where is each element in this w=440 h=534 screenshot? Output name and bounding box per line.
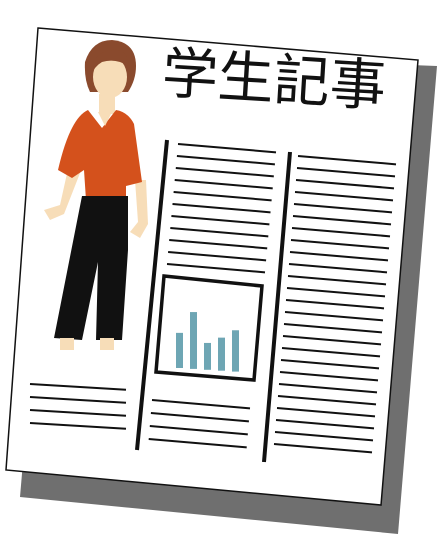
text-line bbox=[172, 203, 271, 214]
text-line bbox=[283, 323, 383, 334]
text-line bbox=[174, 179, 273, 190]
text-line bbox=[175, 167, 274, 178]
chart-bar-1 bbox=[176, 332, 183, 368]
text-line bbox=[294, 191, 394, 202]
shirt bbox=[58, 110, 142, 200]
text-line bbox=[280, 359, 380, 370]
woman-figure bbox=[44, 40, 148, 350]
text-line bbox=[150, 412, 249, 423]
text-line bbox=[173, 191, 272, 202]
pants bbox=[54, 196, 128, 340]
text-line bbox=[275, 419, 375, 430]
text-line bbox=[170, 227, 269, 238]
text-lines-right-column bbox=[273, 155, 397, 454]
face bbox=[93, 56, 127, 98]
text-line bbox=[293, 203, 393, 214]
text-lines-middle-top bbox=[166, 143, 277, 274]
text-line bbox=[284, 311, 384, 322]
text-line bbox=[279, 371, 379, 382]
text-line bbox=[29, 422, 127, 430]
text-line bbox=[285, 299, 385, 310]
column-divider-left bbox=[135, 139, 169, 451]
shirt-neckline bbox=[98, 112, 112, 126]
text-lines-left-bottom bbox=[29, 383, 127, 430]
text-line bbox=[282, 335, 382, 346]
chart-bar-5 bbox=[232, 330, 239, 372]
text-line bbox=[168, 251, 267, 262]
text-line bbox=[297, 155, 397, 166]
text-line bbox=[177, 143, 277, 154]
headline: 学生記事 bbox=[160, 41, 388, 120]
text-line bbox=[292, 215, 392, 226]
text-line bbox=[176, 155, 275, 166]
text-line bbox=[151, 399, 251, 410]
text-line bbox=[295, 179, 395, 190]
chart-bar-3 bbox=[204, 342, 211, 370]
right-foot bbox=[100, 338, 114, 350]
text-line bbox=[169, 239, 268, 250]
text-line bbox=[296, 167, 396, 178]
text-line bbox=[287, 275, 387, 286]
bar-chart bbox=[176, 312, 239, 372]
text-line bbox=[29, 409, 127, 417]
chart-bar-4 bbox=[218, 337, 225, 371]
column-divider-right bbox=[262, 151, 292, 463]
text-line bbox=[286, 287, 386, 298]
text-lines-middle-bottom bbox=[148, 399, 251, 449]
text-line bbox=[277, 395, 377, 406]
text-line bbox=[274, 431, 374, 442]
text-line bbox=[289, 251, 389, 262]
text-line bbox=[278, 383, 378, 394]
text-line bbox=[273, 443, 373, 454]
text-line bbox=[29, 396, 127, 404]
hair-fringe bbox=[90, 49, 129, 76]
chart-bar-2 bbox=[190, 312, 197, 369]
text-line bbox=[29, 383, 127, 391]
text-line bbox=[288, 263, 388, 274]
text-line bbox=[148, 438, 247, 449]
left-foot bbox=[60, 338, 74, 350]
text-line bbox=[149, 425, 248, 436]
neck bbox=[99, 94, 115, 114]
text-line bbox=[291, 227, 391, 238]
text-line bbox=[171, 215, 270, 226]
text-line bbox=[281, 347, 381, 358]
text-line bbox=[166, 263, 266, 274]
text-line bbox=[276, 407, 376, 418]
text-line bbox=[290, 239, 390, 250]
right-arm bbox=[130, 180, 148, 238]
